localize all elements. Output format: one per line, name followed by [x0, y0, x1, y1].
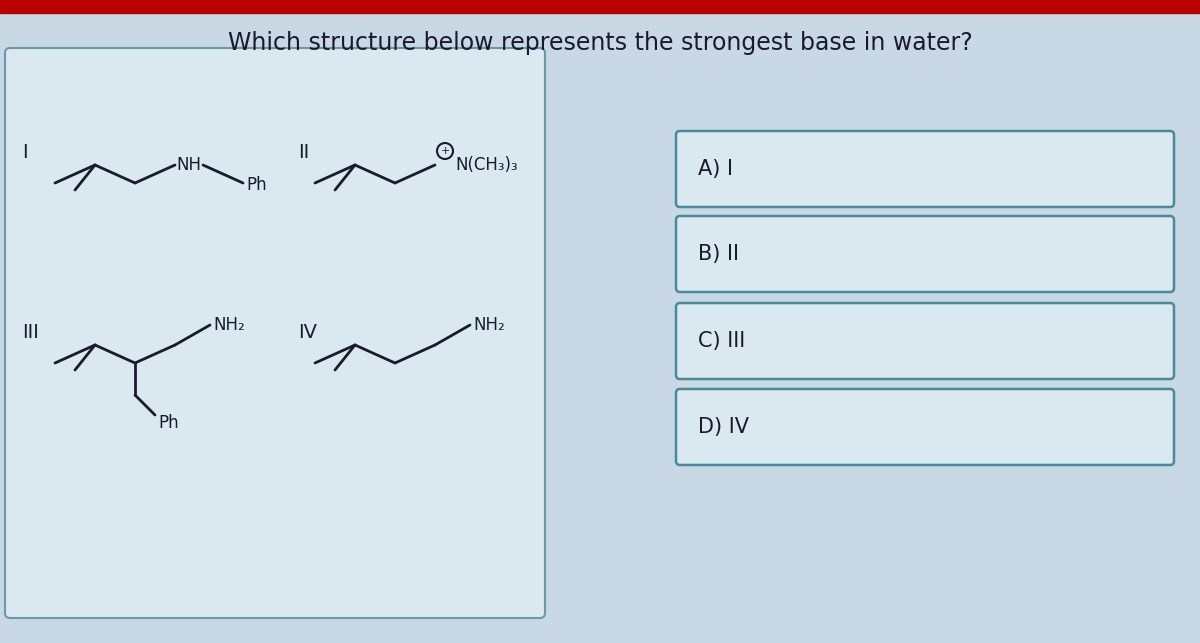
FancyBboxPatch shape — [5, 48, 545, 618]
Text: NH₂: NH₂ — [214, 316, 245, 334]
Text: IV: IV — [298, 323, 317, 343]
Text: II: II — [298, 143, 310, 163]
Text: +: + — [440, 146, 450, 156]
Text: B) II: B) II — [698, 244, 739, 264]
Text: N(CH₃)₃: N(CH₃)₃ — [455, 156, 517, 174]
Bar — [0, 0, 1200, 13]
Text: NH₂: NH₂ — [473, 316, 505, 334]
Text: D) IV: D) IV — [698, 417, 749, 437]
FancyBboxPatch shape — [676, 389, 1174, 465]
Text: III: III — [22, 323, 38, 343]
FancyBboxPatch shape — [676, 131, 1174, 207]
Text: Ph: Ph — [158, 414, 179, 432]
Text: NH: NH — [176, 156, 202, 174]
Text: Which structure below represents the strongest base in water?: Which structure below represents the str… — [228, 31, 972, 55]
Text: A) I: A) I — [698, 159, 733, 179]
Text: I: I — [22, 143, 28, 163]
FancyBboxPatch shape — [676, 216, 1174, 292]
Text: Ph: Ph — [246, 176, 266, 194]
FancyBboxPatch shape — [676, 303, 1174, 379]
Text: C) III: C) III — [698, 331, 745, 351]
